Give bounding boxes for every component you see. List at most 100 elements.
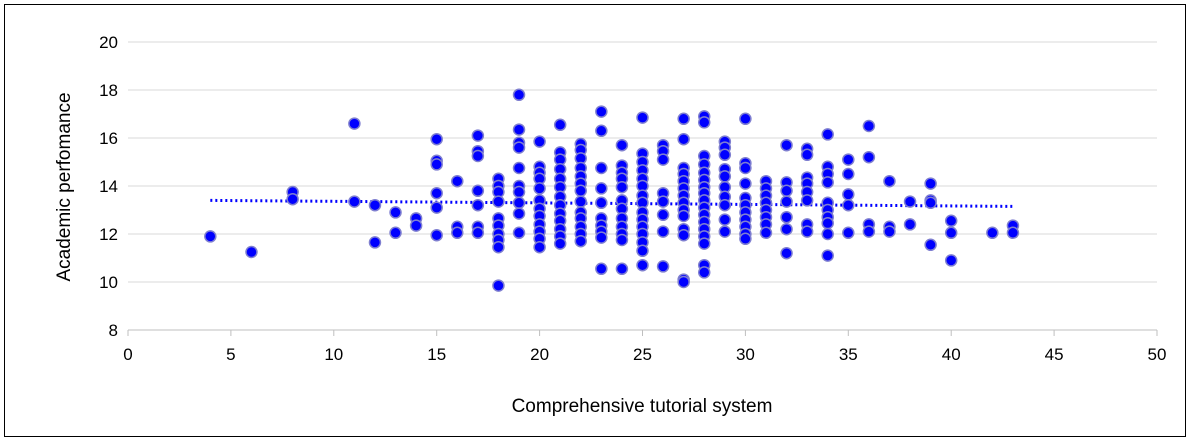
data-point bbox=[512, 207, 526, 220]
data-point bbox=[430, 132, 443, 146]
data-point bbox=[677, 132, 690, 146]
y-tick-label: 18 bbox=[99, 81, 118, 100]
data-point bbox=[204, 230, 217, 243]
x-tick-label: 50 bbox=[1148, 345, 1167, 364]
data-point bbox=[697, 116, 711, 129]
data-point bbox=[615, 180, 629, 194]
data-point bbox=[512, 226, 526, 240]
data-point bbox=[739, 177, 752, 190]
data-point bbox=[430, 186, 443, 200]
data-point bbox=[533, 135, 546, 148]
data-points bbox=[204, 88, 1020, 292]
data-point bbox=[780, 246, 793, 260]
y-tick-label: 20 bbox=[99, 33, 118, 52]
data-point bbox=[842, 153, 855, 166]
data-point bbox=[574, 234, 588, 248]
data-point bbox=[615, 138, 629, 152]
data-point bbox=[471, 198, 485, 212]
x-tick-label: 10 bbox=[324, 345, 343, 364]
data-point bbox=[656, 153, 670, 166]
data-point bbox=[780, 195, 793, 208]
data-point bbox=[924, 238, 937, 252]
data-point bbox=[595, 105, 608, 118]
x-axis-title: Comprehensive tutorial system bbox=[512, 396, 773, 417]
data-point bbox=[944, 214, 958, 228]
data-point bbox=[739, 112, 752, 126]
data-point bbox=[430, 158, 443, 171]
data-point bbox=[553, 118, 567, 132]
data-point bbox=[821, 176, 834, 189]
data-point bbox=[471, 184, 485, 198]
data-point bbox=[718, 225, 732, 238]
data-point bbox=[389, 206, 402, 219]
y-tick-label: 12 bbox=[99, 225, 118, 244]
data-point bbox=[430, 201, 443, 214]
trendline bbox=[210, 198, 1013, 208]
data-point bbox=[697, 237, 711, 250]
data-point bbox=[780, 222, 793, 236]
data-point bbox=[471, 226, 485, 240]
y-tick-label: 16 bbox=[99, 129, 118, 148]
data-point bbox=[821, 216, 834, 230]
data-point bbox=[574, 195, 588, 208]
data-point bbox=[677, 209, 690, 223]
data-point bbox=[636, 111, 649, 124]
data-point bbox=[903, 218, 917, 231]
data-point bbox=[389, 226, 402, 240]
data-point bbox=[986, 226, 999, 240]
data-point bbox=[348, 117, 361, 130]
x-tick-label: 45 bbox=[1045, 345, 1064, 364]
data-point bbox=[718, 170, 732, 183]
gridlines bbox=[128, 41, 1157, 283]
x-tick-label: 20 bbox=[530, 345, 549, 364]
x-tick-label: 5 bbox=[226, 345, 235, 364]
data-point bbox=[512, 161, 526, 175]
data-point bbox=[759, 226, 773, 240]
data-point bbox=[348, 195, 361, 208]
data-point bbox=[451, 174, 464, 188]
data-point bbox=[780, 184, 793, 198]
data-point bbox=[903, 195, 917, 208]
data-point bbox=[553, 237, 567, 250]
data-point bbox=[780, 138, 793, 152]
data-point bbox=[821, 227, 834, 241]
data-point bbox=[883, 225, 896, 238]
data-point bbox=[595, 124, 608, 138]
data-point bbox=[780, 210, 793, 224]
data-point bbox=[800, 225, 814, 238]
data-point bbox=[842, 198, 855, 212]
data-point bbox=[595, 262, 608, 276]
data-point bbox=[409, 219, 423, 232]
data-point bbox=[862, 119, 876, 133]
data-point bbox=[471, 149, 485, 163]
y-tick-label: 8 bbox=[109, 321, 118, 340]
trendline-group bbox=[210, 198, 1013, 208]
x-tick-label: 35 bbox=[839, 345, 858, 364]
data-point bbox=[512, 185, 526, 199]
data-point bbox=[512, 196, 526, 210]
data-point bbox=[286, 192, 299, 206]
data-point bbox=[718, 198, 732, 212]
data-point bbox=[718, 148, 732, 162]
data-point bbox=[800, 148, 814, 162]
data-point bbox=[821, 249, 834, 262]
data-point bbox=[842, 167, 855, 181]
chart-frame bbox=[4, 4, 1186, 437]
x-tick-label: 0 bbox=[123, 345, 132, 364]
data-point bbox=[944, 254, 958, 267]
data-point bbox=[677, 112, 690, 126]
data-point bbox=[615, 233, 629, 247]
data-point bbox=[697, 266, 711, 279]
data-point bbox=[739, 161, 752, 175]
data-point bbox=[924, 196, 937, 210]
y-tick-label: 14 bbox=[99, 177, 118, 196]
data-point bbox=[595, 196, 608, 210]
y-tick-label: 10 bbox=[99, 273, 118, 292]
data-point bbox=[368, 236, 382, 249]
data-point bbox=[430, 228, 443, 242]
data-point bbox=[718, 213, 732, 226]
x-tick-label: 25 bbox=[633, 345, 652, 364]
data-point bbox=[451, 226, 464, 240]
data-point bbox=[492, 279, 505, 292]
data-point bbox=[656, 208, 670, 222]
